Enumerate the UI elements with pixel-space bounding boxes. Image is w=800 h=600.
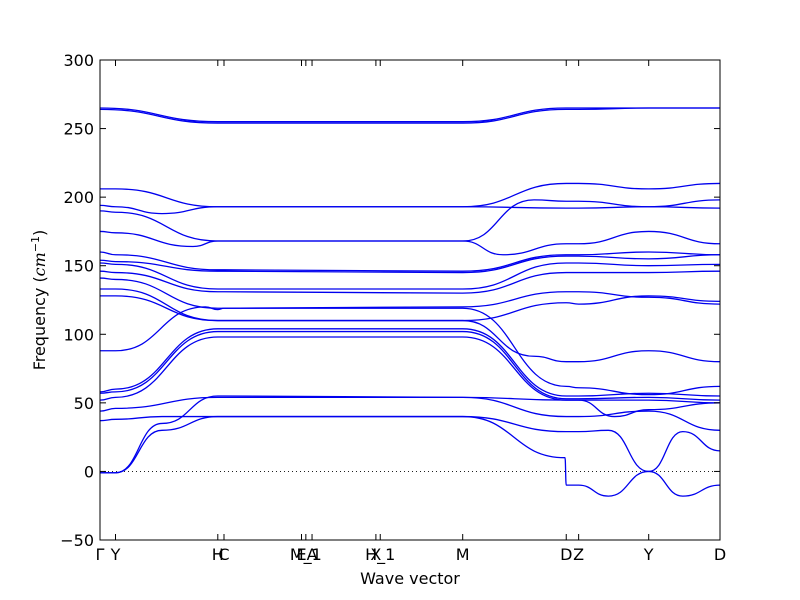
y-tick-label-4: 150 [63,257,94,276]
x-tick-label-7: X [370,545,381,564]
x-tick-label-13: D [714,545,726,564]
y-axis-label-exponent: −1 [29,236,42,252]
y-tick-label-2: 50 [74,394,94,413]
band-line-4 [99,204,721,215]
x-tick-label-6: A [307,545,318,564]
plot-frame [99,59,721,541]
y-axis-label-unit: cm [30,252,49,276]
y-tick-label-1: 0 [84,462,94,481]
y-ticks-layer: −50 0 50 100 150 200 250 300 [60,51,720,550]
band-line-8 [99,254,721,274]
x-tick-label-2: H [212,545,224,564]
band-line-11 [99,277,721,309]
x-tick-label-10: D [560,545,572,564]
y-tick-label-7: 300 [63,51,94,70]
x-tick-label-9: M [456,545,470,564]
y-tick-label-3: 100 [63,325,94,344]
y-axis-label-suffix: ) [30,230,49,236]
band-line-5 [99,199,721,242]
y-axis-label: Frequency (cm−1) [29,230,50,371]
x-tick-label-4: E [296,545,306,564]
band-line-10 [99,270,721,294]
x-tick-label-3: C [218,545,229,564]
band-line-21 [99,395,721,474]
plot-area [100,60,720,540]
band-line-7 [99,251,721,272]
x-ticks-layer: Γ Y HC EM_1A XH_1 M D Z Y D [96,60,726,565]
y-tick-label-0: −50 [60,531,94,550]
band-line-20 [99,415,721,497]
band-line-14 [100,306,721,396]
band-line-2 [99,107,720,124]
x-tick-label-1: Y [110,545,121,564]
x-tick-label-12: Y [643,545,654,564]
y-tick-label-6: 250 [63,120,94,139]
band-line-13 [99,295,721,363]
y-tick-label-5: 200 [63,188,94,207]
y-axis-label-prefix: Frequency ( [30,276,49,370]
band-line-16 [99,330,721,401]
x-tick-label-8: H_1 [365,545,395,565]
x-tick-label-0: Γ [96,545,105,564]
bands-layer [99,107,721,497]
band-line-17 [99,336,721,418]
x-tick-label-5: M_1 [290,545,322,565]
x-axis-label: Wave vector [360,569,460,588]
band-line-15 [99,328,721,397]
x-tick-label-11: Z [573,545,584,564]
band-line-9 [99,262,721,290]
band-line-6 [99,230,721,256]
